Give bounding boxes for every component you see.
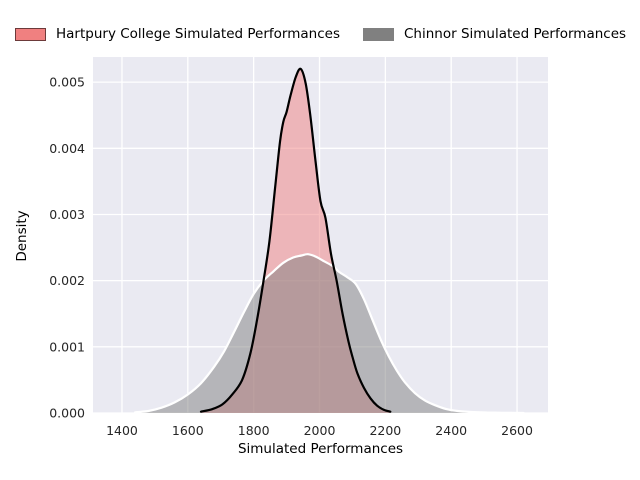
y-tick-label: 0.001 (49, 339, 85, 354)
kde-line-chinnor (134, 253, 525, 413)
x-tick-label: 2400 (435, 423, 467, 438)
y-axis-title: Density (14, 210, 30, 262)
x-tick-label: 2200 (369, 423, 401, 438)
x-axis-title: Simulated Performances (237, 441, 404, 457)
y-tick-label: 0.000 (49, 406, 85, 421)
x-tick-label: 1800 (238, 423, 270, 438)
y-tick-label: 0.005 (49, 75, 85, 90)
kde-fill-chinnor (135, 254, 524, 413)
y-tick-label: 0.004 (49, 141, 85, 156)
legend-label-chinnor: Chinnor Simulated Performances (404, 26, 627, 42)
x-tick-label: 2000 (304, 423, 336, 438)
kde-line-hartpury (199, 67, 392, 413)
x-tick-label: 2600 (501, 423, 533, 438)
legend-swatch-hartpury (15, 27, 46, 41)
tick-labels: 1400 1600 1800 2000 2200 2400 2600 0.000 0.001 0.… (49, 75, 533, 438)
x-tick-label: 1600 (172, 423, 204, 438)
legend-entry-hartpury: Hartpury College Simulated Performances (15, 26, 340, 42)
legend-label-hartpury: Hartpury College Simulated Performances (56, 26, 340, 42)
legend-swatch-chinnor (363, 27, 394, 41)
x-tick-label: 1400 (106, 423, 138, 438)
y-tick-label: 0.003 (49, 207, 85, 222)
legend-entry-chinnor: Chinnor Simulated Performances (363, 26, 626, 42)
legend: Hartpury College Simulated Performances … (0, 0, 640, 52)
density-curves (134, 67, 525, 413)
y-tick-label: 0.002 (49, 273, 85, 288)
